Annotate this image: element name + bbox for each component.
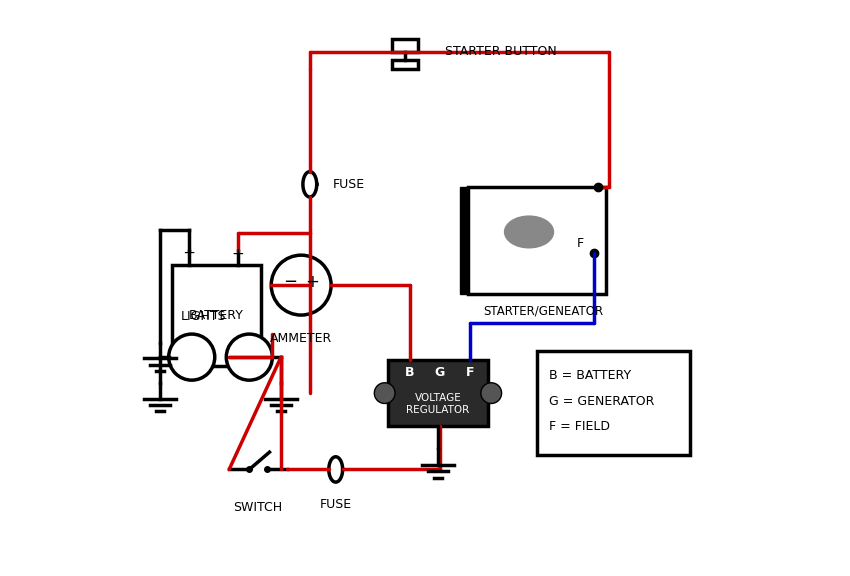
Ellipse shape xyxy=(505,216,553,248)
Text: AMMETER: AMMETER xyxy=(270,332,332,346)
Text: FUSE: FUSE xyxy=(333,178,365,191)
Bar xyxy=(392,39,417,52)
Circle shape xyxy=(168,334,215,380)
Circle shape xyxy=(226,334,272,380)
Text: STARTER BUTTON: STARTER BUTTON xyxy=(445,46,557,58)
Text: +: + xyxy=(231,247,244,262)
Circle shape xyxy=(481,383,502,403)
Bar xyxy=(172,265,261,366)
Bar xyxy=(388,360,489,426)
Text: LIGHTS: LIGHTS xyxy=(180,309,226,323)
Text: F = FIELD: F = FIELD xyxy=(549,420,609,434)
Text: ─: ─ xyxy=(184,246,194,261)
Text: G: G xyxy=(435,366,445,379)
Text: B = BATTERY: B = BATTERY xyxy=(549,369,631,382)
Text: SWITCH: SWITCH xyxy=(234,501,282,514)
Text: VOLTAGE
REGULATOR: VOLTAGE REGULATOR xyxy=(406,393,469,415)
Text: +: + xyxy=(306,273,320,291)
Text: B: B xyxy=(405,366,415,379)
Circle shape xyxy=(374,383,395,403)
Text: BATTERY: BATTERY xyxy=(189,309,244,322)
Text: F: F xyxy=(576,237,583,251)
Bar xyxy=(392,60,417,69)
Text: FUSE: FUSE xyxy=(320,498,352,511)
Circle shape xyxy=(271,255,332,315)
Text: STARTER/GENEATOR: STARTER/GENEATOR xyxy=(483,304,604,317)
Text: G = GENERATOR: G = GENERATOR xyxy=(549,395,654,408)
Bar xyxy=(460,187,468,294)
Bar xyxy=(537,351,690,455)
Text: ─: ─ xyxy=(285,273,295,291)
Bar xyxy=(468,187,606,294)
Text: F: F xyxy=(466,366,474,379)
